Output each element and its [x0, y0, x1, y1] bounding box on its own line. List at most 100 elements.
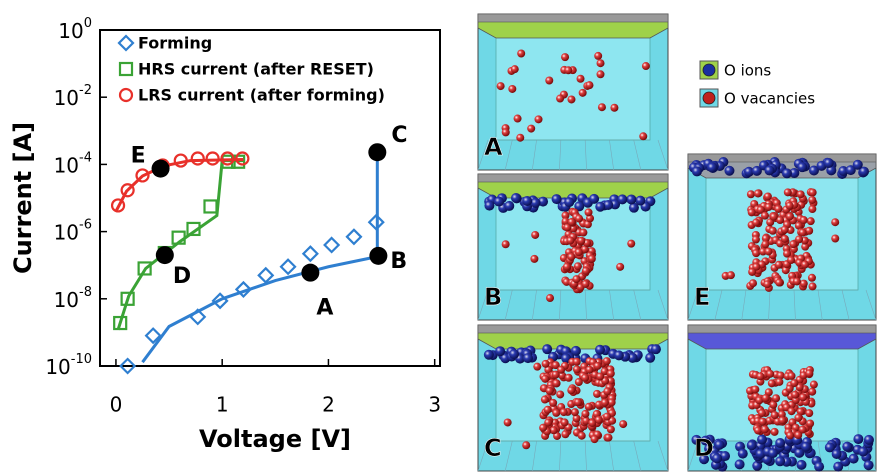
atom: [484, 350, 494, 360]
atom: [575, 215, 583, 223]
legend-marker: [703, 64, 715, 76]
y-tick-label: 10-6: [54, 217, 92, 244]
x-tick-label: 2: [322, 393, 335, 417]
atom: [832, 449, 842, 459]
marker: [112, 199, 124, 211]
atom: [574, 398, 582, 406]
x-tick-label: 1: [216, 393, 229, 417]
atom: [626, 194, 636, 204]
atom: [808, 274, 816, 282]
marker: [303, 247, 317, 261]
atom: [593, 390, 601, 398]
atom: [545, 77, 553, 85]
atom: [568, 218, 576, 226]
atom: [594, 362, 602, 370]
atom: [853, 160, 863, 170]
atom: [577, 75, 585, 83]
atom: [814, 462, 824, 472]
atom: [793, 277, 801, 285]
state-point: [369, 247, 387, 265]
y-tick-label: 10-10: [45, 352, 92, 379]
atom: [560, 408, 568, 416]
atom: [494, 197, 504, 207]
atom: [764, 192, 772, 200]
atom: [549, 399, 557, 407]
atom: [552, 371, 560, 379]
panel: C: [478, 325, 668, 471]
y-tick-label: 100: [58, 16, 92, 43]
fit-line: [143, 158, 378, 362]
atom: [754, 426, 762, 434]
atom: [527, 125, 535, 133]
atom: [561, 430, 569, 438]
atom: [495, 346, 505, 356]
atom: [735, 459, 745, 469]
atom: [799, 229, 807, 237]
atom: [588, 419, 596, 427]
atom: [801, 261, 809, 269]
atom: [775, 378, 783, 386]
atom: [797, 162, 807, 172]
state-point: [152, 160, 170, 178]
atom: [794, 414, 802, 422]
marker: [114, 317, 126, 329]
atom: [556, 390, 564, 398]
atom: [567, 386, 575, 394]
panel-label: A: [484, 133, 503, 161]
atom: [589, 194, 599, 204]
atom: [598, 103, 606, 111]
atom: [591, 435, 599, 443]
atom: [765, 247, 773, 255]
atom: [581, 410, 589, 418]
atom: [724, 166, 734, 176]
atom: [484, 201, 494, 211]
atom: [571, 408, 579, 416]
atom: [800, 216, 808, 224]
panel-label: C: [484, 434, 502, 462]
atom: [801, 442, 811, 452]
atom: [833, 462, 843, 472]
panels: ABECDO ionsO vacancies: [478, 14, 876, 472]
atom: [788, 372, 796, 380]
atom: [762, 394, 770, 402]
atom: [806, 419, 814, 427]
atom: [757, 435, 767, 445]
marker: [122, 184, 134, 196]
atom: [539, 424, 547, 432]
panel: A: [478, 14, 668, 170]
atom: [642, 62, 650, 70]
atom: [747, 190, 755, 198]
atom: [799, 393, 807, 401]
panel-label: D: [694, 434, 714, 462]
atom: [504, 418, 512, 426]
atom: [594, 52, 602, 60]
panel: E: [688, 154, 876, 320]
atom: [786, 212, 794, 220]
atom: [586, 366, 594, 374]
atom: [566, 237, 574, 245]
atom: [541, 396, 549, 404]
atom: [781, 235, 789, 243]
atom: [749, 279, 757, 287]
atom: [601, 399, 609, 407]
atom: [754, 189, 762, 197]
atom: [522, 441, 530, 449]
atom: [607, 370, 615, 378]
marker: [122, 293, 134, 305]
atom: [810, 381, 818, 389]
atom: [497, 82, 505, 90]
marker: [347, 230, 361, 244]
state-label: D: [173, 264, 191, 289]
marker: [369, 215, 383, 229]
atom: [514, 115, 522, 123]
atom: [782, 168, 792, 178]
atom: [585, 81, 593, 89]
atom: [535, 115, 543, 123]
atom: [797, 190, 805, 198]
atom: [774, 205, 782, 213]
legend-label: HRS current (after RESET): [138, 60, 374, 79]
atom: [809, 282, 817, 290]
atom: [522, 196, 532, 206]
atom: [563, 263, 571, 271]
atom: [768, 448, 778, 458]
